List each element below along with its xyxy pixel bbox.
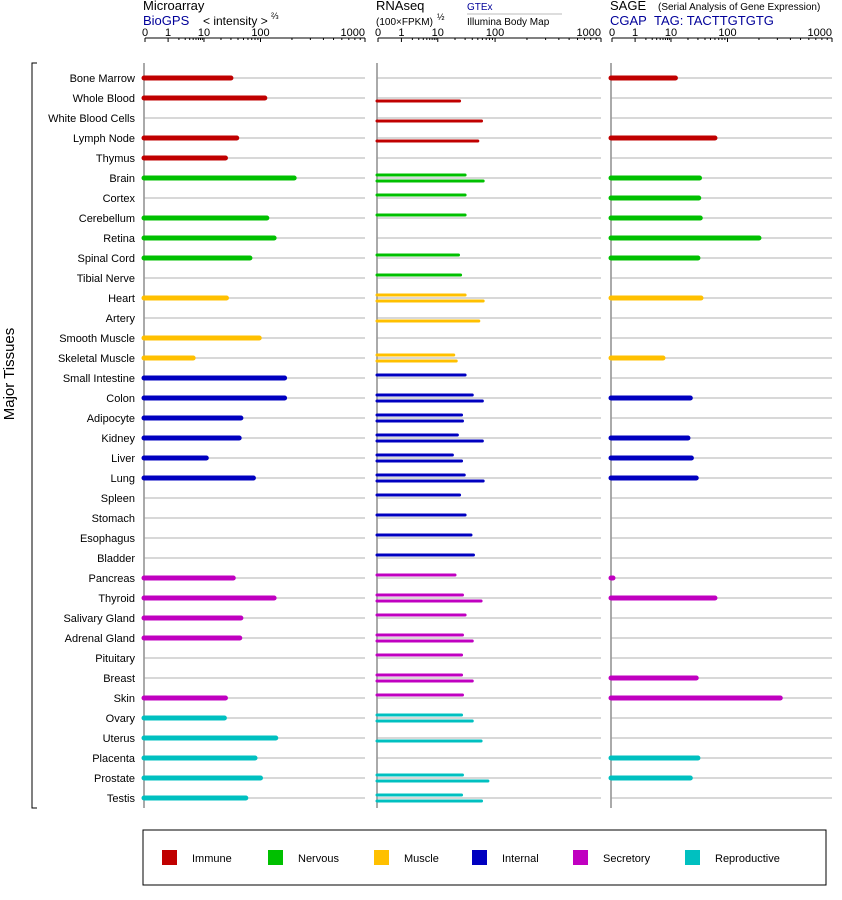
tissue-labels: Bone Marrow Whole Blood White Blood Cells L… [48, 73, 136, 805]
tick-label: 1000 [808, 27, 832, 39]
tissue-label: Tibial Nerve [77, 273, 135, 285]
tissue-label: Skeletal Muscle [58, 353, 135, 365]
tissue-label: Testis [107, 793, 136, 805]
tissue-label: Smooth Muscle [59, 333, 135, 345]
tissue-label: Pituitary [95, 653, 135, 665]
panel-sage: 0 1 10 100 1000 SAGE (Serial Analysis of Gene … [608, 0, 833, 808]
panel-title: Microarray [143, 0, 205, 13]
legend-swatch [472, 850, 487, 865]
tissue-label: Stomach [92, 513, 135, 525]
tick-label: 100 [486, 27, 504, 39]
legend-item-muscle: Muscle [374, 850, 439, 865]
tissue-label: Uterus [103, 733, 136, 745]
sage-tag-label: TAG: TACTTGTGTG [654, 13, 774, 28]
panel-title: SAGE [610, 0, 646, 13]
tissue-label: Thyroid [98, 593, 135, 605]
scale-exponent: ½ [437, 12, 445, 22]
gtex-link: GTEx [467, 2, 493, 13]
legend-box [142, 829, 827, 886]
tissue-label: Cortex [103, 193, 136, 205]
tissue-label: Esophagus [80, 533, 136, 545]
tick-label: 100 [718, 27, 736, 39]
tissue-label: Pancreas [89, 573, 136, 585]
legend-label: Immune [192, 853, 232, 865]
tissue-label: Spinal Cord [78, 253, 135, 265]
legend-swatch [685, 850, 700, 865]
illumina-label: Illumina Body Map [467, 17, 550, 28]
tissue-label: Skin [114, 693, 135, 705]
tissue-label: Artery [106, 313, 136, 325]
legend-item-immune: Immune [162, 850, 232, 865]
tissue-bracket [31, 62, 37, 809]
tissue-label: Whole Blood [73, 93, 135, 105]
legend-swatch [374, 850, 389, 865]
legend-item-reproductive: Reproductive [685, 850, 780, 865]
panel-source-link: BioGPS [143, 13, 190, 28]
panel-rnaseq: 0 1 10 100 1000 RNAseq (100×FPKM) ½ GTEx Illumina… [375, 0, 602, 808]
tick-label: 1000 [341, 27, 365, 39]
tick-label: 1 [632, 27, 638, 39]
tissue-label: Salivary Gland [63, 613, 135, 625]
scale-label: < intensity > [203, 14, 268, 28]
legend-label: Secretory [603, 853, 651, 865]
tick-label: 10 [432, 27, 444, 39]
tissue-label: Heart [108, 293, 135, 305]
legend-label: Muscle [404, 853, 439, 865]
tissue-label: Small Intestine [63, 373, 135, 385]
legend-item-secretory: Secretory [573, 850, 651, 865]
tissue-label: Kidney [101, 433, 135, 445]
panel-title: RNAseq [376, 0, 424, 13]
tissue-label: Brain [109, 173, 135, 185]
legend-swatch [573, 850, 588, 865]
legend-label: Nervous [298, 853, 339, 865]
tick-label: 10 [198, 27, 210, 39]
panel-subtitle: (Serial Analysis of Gene Expression) [658, 2, 820, 13]
tissue-label: Cerebellum [79, 213, 135, 225]
tick-label: 1 [398, 27, 404, 39]
scale-label: (100×FPKM) [376, 17, 433, 28]
tissue-label: Adipocyte [87, 413, 135, 425]
legend-label: Internal [502, 853, 539, 865]
tick-label: 0 [375, 27, 381, 39]
tick-label: 10 [665, 27, 677, 39]
legend-label: Reproductive [715, 853, 780, 865]
tissue-label: Prostate [94, 773, 135, 785]
legend-swatch [162, 850, 177, 865]
tissue-label: Lymph Node [73, 133, 135, 145]
tissue-label: Spleen [101, 493, 135, 505]
tissue-label: Bladder [97, 553, 135, 565]
tissue-label: Thymus [96, 153, 136, 165]
tissue-label: Liver [111, 453, 135, 465]
legend-item-nervous: Nervous [268, 850, 339, 865]
cgap-link: CGAP [610, 13, 647, 28]
scale-exponent: ⅔ [271, 11, 279, 21]
legend-swatch [268, 850, 283, 865]
y-axis-label: Major Tissues [1, 328, 18, 421]
tissue-label: Lung [111, 473, 135, 485]
tick-label: 100 [251, 27, 269, 39]
legend: Immune Nervous Muscle Internal Secretory Repr… [162, 850, 780, 865]
tissue-label: Breast [103, 673, 135, 685]
tick-label: 0 [609, 27, 615, 39]
legend-item-internal: Internal [472, 850, 539, 865]
tissue-label: Colon [106, 393, 135, 405]
tissue-label: Retina [103, 233, 136, 245]
tick-label: 1000 [577, 27, 601, 39]
tissue-label: White Blood Cells [48, 113, 135, 125]
tick-label: 0 [142, 27, 148, 39]
tissue-label: Placenta [92, 753, 136, 765]
tick-label: 1 [165, 27, 171, 39]
tissue-label: Bone Marrow [70, 73, 135, 85]
tissue-label: Ovary [106, 713, 136, 725]
tissue-label: Adrenal Gland [65, 633, 135, 645]
